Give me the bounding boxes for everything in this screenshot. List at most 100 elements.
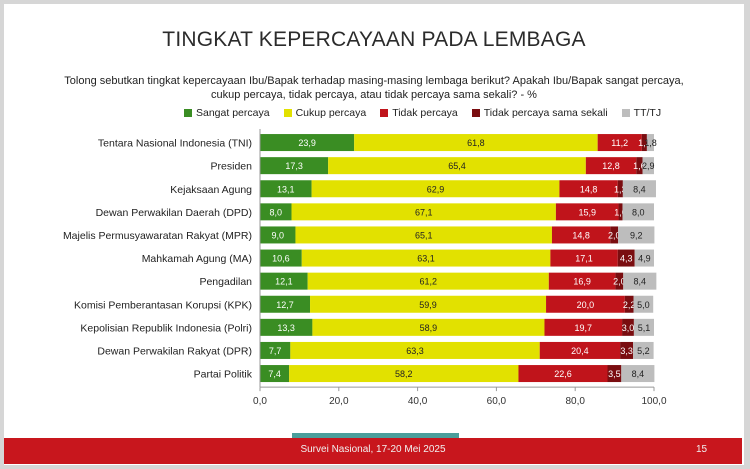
legend-item: Tidak percaya <box>380 107 458 119</box>
bar-segment <box>307 272 549 290</box>
category-label: Tentara Nasional Indonesia (TNI) <box>98 138 252 150</box>
data-label: 1,0 <box>614 207 627 217</box>
category-label: Mahkamah Agung (MA) <box>142 253 252 265</box>
data-label: 1,8 <box>644 138 657 148</box>
bar-segment <box>290 341 540 359</box>
data-label: 12,8 <box>602 161 620 171</box>
data-label: 62,9 <box>427 184 445 194</box>
bar-segment <box>260 272 308 290</box>
legend-label: Cukup percaya <box>295 107 367 119</box>
category-label: Komisi Pemberantasan Korupsi (KPK) <box>74 299 252 311</box>
bar-segment <box>597 134 642 152</box>
bar-segment <box>551 226 611 244</box>
bar-segment <box>621 365 655 383</box>
page-number: 15 <box>696 444 708 455</box>
bar-segment <box>301 249 551 267</box>
legend-label: Tidak percaya <box>392 107 458 119</box>
legend-swatch <box>184 109 192 117</box>
footer-text: Survei Nasional, 17-20 Mei 2025 <box>300 444 446 455</box>
bar-segment <box>260 203 292 221</box>
data-label: 2,2 <box>623 300 636 310</box>
data-label: 1,3 <box>614 184 627 194</box>
data-label: 13,1 <box>277 184 295 194</box>
data-label: 17,3 <box>285 161 303 171</box>
legend-label: Tidak percaya sama sekali <box>483 107 608 119</box>
x-tick-label: 60,0 <box>487 396 507 407</box>
bar-segment <box>620 341 634 359</box>
footer-bar <box>4 438 742 464</box>
bar-segment <box>260 134 355 152</box>
bar-segment <box>260 249 302 267</box>
data-label: 19,7 <box>575 323 593 333</box>
data-label: 3,5 <box>608 369 621 379</box>
data-label: 65,4 <box>448 161 466 171</box>
data-label: 7,4 <box>268 369 281 379</box>
data-label: 12,7 <box>276 300 294 310</box>
data-label: 20,4 <box>571 346 589 356</box>
bar-segment <box>617 180 623 198</box>
bar-segment <box>310 295 547 313</box>
data-label: 15,9 <box>578 207 596 217</box>
data-label: 8,0 <box>270 207 283 217</box>
data-label: 16,9 <box>573 277 591 287</box>
legend-item: Sangat percaya <box>184 107 270 119</box>
data-label: 11,2 <box>611 138 628 148</box>
bar-segment <box>642 157 654 175</box>
bar-segment <box>617 249 635 267</box>
category-label: Dewan Perwakilan Daerah (DPD) <box>96 207 252 219</box>
data-label: 58,2 <box>395 369 413 379</box>
bar-segment <box>641 134 647 152</box>
bar-segment <box>633 341 654 359</box>
footer-accent <box>292 433 459 439</box>
data-label: 5,2 <box>637 346 650 356</box>
bar-segment <box>622 180 656 198</box>
category-label: Presiden <box>211 161 253 173</box>
legend-item: TT/TJ <box>621 107 661 119</box>
data-label: 13,3 <box>277 323 295 333</box>
bar-segment <box>550 249 618 267</box>
data-label: 23,9 <box>298 138 316 148</box>
data-label: 61,2 <box>419 277 437 287</box>
data-label: 8,0 <box>632 207 645 217</box>
legend-swatch <box>621 109 630 117</box>
data-label: 9,2 <box>630 230 643 240</box>
legend-item: Cukup percaya <box>283 107 367 119</box>
data-label: 17,1 <box>575 254 593 264</box>
data-label: 3,3 <box>620 346 633 356</box>
bar-segment <box>291 203 556 221</box>
bar-segment <box>622 203 654 221</box>
data-label: 20,0 <box>577 300 595 310</box>
bar-segment <box>260 157 329 175</box>
data-label: 14,8 <box>572 230 590 240</box>
category-label: Majelis Permusyawaratan Rakyat (MPR) <box>63 230 252 242</box>
bar-segment <box>328 157 586 175</box>
bar-segment <box>539 341 621 359</box>
data-label: 4,3 <box>620 254 633 264</box>
bar-segment <box>260 295 311 313</box>
bar-segment <box>312 318 545 336</box>
bar-segment <box>607 365 622 383</box>
bar-segment <box>559 180 618 198</box>
data-label: 2,9 <box>642 161 655 171</box>
chart-legend: Sangat percaya Cukup percaya Tidak percaya… <box>184 106 661 120</box>
data-label: 5,1 <box>638 323 651 333</box>
data-label: 10,6 <box>272 254 290 264</box>
bar-segment <box>585 157 637 175</box>
data-label: 3,0 <box>622 323 635 333</box>
data-label: 8,4 <box>632 369 645 379</box>
legend-swatch <box>283 109 292 117</box>
bar-segment <box>260 180 312 198</box>
bar-segment <box>260 365 290 383</box>
data-label: 4,9 <box>638 254 651 264</box>
legend-swatch <box>471 109 480 117</box>
data-label: 59,9 <box>419 300 437 310</box>
category-label: Kepolisian Republik Indonesia (Polri) <box>80 322 252 334</box>
bar-segment <box>555 203 619 221</box>
bar-segment <box>634 249 654 267</box>
bar-segment <box>295 226 552 244</box>
bar-segment <box>610 226 619 244</box>
bar-segment <box>518 365 608 383</box>
legend-swatch <box>380 109 389 117</box>
category-label: Kejaksaan Agung <box>170 184 252 196</box>
data-label: 8,4 <box>633 184 646 194</box>
